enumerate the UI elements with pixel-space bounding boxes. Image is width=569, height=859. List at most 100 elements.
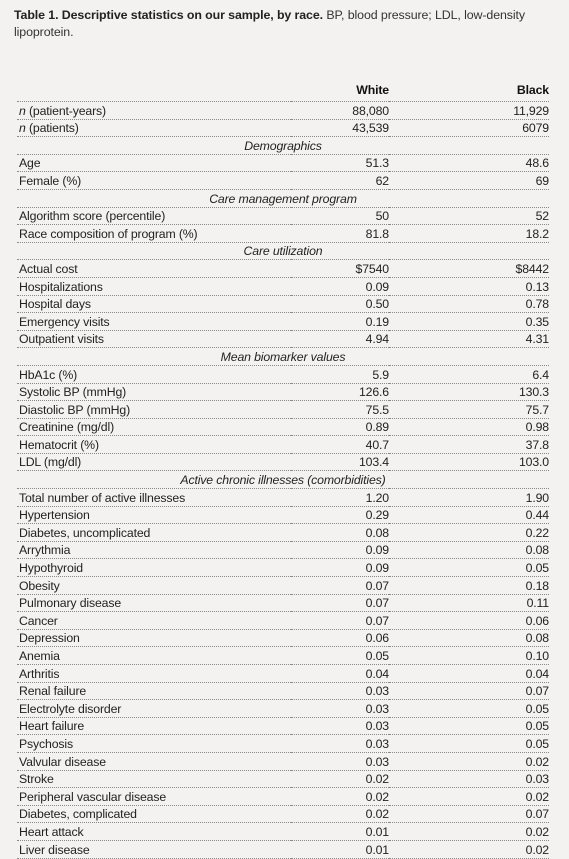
row-label: Hypertension bbox=[17, 506, 291, 525]
row-label-prefix: n bbox=[19, 103, 26, 118]
white-value: 0.03 bbox=[291, 682, 389, 701]
table-row: Peripheral vascular disease 0.02 0.02 bbox=[17, 787, 549, 806]
table-row: Heart failure 0.03 0.05 bbox=[17, 717, 549, 736]
row-label: Diabetes, complicated bbox=[17, 805, 291, 824]
black-value: 0.02 bbox=[389, 822, 549, 841]
table-row: Diastolic BP (mmHg) 75.5 75.7 bbox=[17, 400, 549, 419]
table-row: Race composition of program (%) 81.8 18.2 bbox=[17, 224, 549, 243]
row-label: Hospital days bbox=[17, 295, 291, 314]
section-title: Care utilization bbox=[17, 242, 549, 261]
black-value: 18.2 bbox=[389, 224, 549, 243]
table-row: Electrolyte disorder 0.03 0.05 bbox=[17, 699, 549, 718]
header-row: White Black bbox=[17, 78, 549, 102]
white-value: 0.03 bbox=[291, 699, 389, 718]
row-label: Actual cost bbox=[17, 259, 291, 278]
row-label: Race composition of program (%) bbox=[17, 224, 291, 243]
white-value: 0.07 bbox=[291, 576, 389, 595]
table-row: Diabetes, uncomplicated 0.08 0.22 bbox=[17, 523, 549, 542]
row-label: Cancer bbox=[17, 611, 291, 630]
black-value: 0.02 bbox=[389, 840, 549, 859]
black-value: 75.7 bbox=[389, 400, 549, 419]
table-row: Stroke 0.02 0.03 bbox=[17, 770, 549, 789]
white-value: 0.02 bbox=[291, 787, 389, 806]
row-label: LDL (mg/dl) bbox=[17, 453, 291, 472]
white-value: 0.29 bbox=[291, 506, 389, 525]
white-value: 0.01 bbox=[291, 840, 389, 859]
black-value: 69 bbox=[389, 171, 549, 190]
black-value: 0.05 bbox=[389, 734, 549, 753]
white-value: 0.03 bbox=[291, 717, 389, 736]
white-value: 0.03 bbox=[291, 734, 389, 753]
table-row: Arrythmia 0.09 0.08 bbox=[17, 541, 549, 560]
row-label: Renal failure bbox=[17, 682, 291, 701]
table-header: White Black bbox=[17, 78, 549, 102]
section-title: Demographics bbox=[17, 136, 549, 155]
white-value: 75.5 bbox=[291, 400, 389, 419]
row-label: Arthritis bbox=[17, 664, 291, 683]
white-value: 0.50 bbox=[291, 295, 389, 314]
row-label-text: (patient-years) bbox=[25, 103, 106, 118]
row-label: Pulmonary disease bbox=[17, 594, 291, 613]
row-label: Hematocrit (%) bbox=[17, 435, 291, 454]
row-label: Stroke bbox=[17, 770, 291, 789]
black-value: 0.04 bbox=[389, 664, 549, 683]
table-row: Total number of active illnesses 1.20 1.90 bbox=[17, 488, 549, 507]
row-label: Age bbox=[17, 154, 291, 173]
row-label: Heart failure bbox=[17, 717, 291, 736]
row-label: Algorithm score (percentile) bbox=[17, 207, 291, 226]
row-label-text: (patients) bbox=[25, 121, 79, 136]
section-header-row: Care management program bbox=[17, 189, 549, 208]
row-label: Anemia bbox=[17, 646, 291, 665]
row-label: Valvular disease bbox=[17, 752, 291, 771]
white-value: 40.7 bbox=[291, 435, 389, 454]
white-value: 0.02 bbox=[291, 805, 389, 824]
header-white: White bbox=[291, 78, 389, 102]
table-row: Hypothyroid 0.09 0.05 bbox=[17, 558, 549, 578]
caption-title: Table 1. Descriptive statistics on our s… bbox=[14, 8, 323, 22]
table-row: Female (%) 62 69 bbox=[17, 171, 549, 190]
black-value: 4.31 bbox=[389, 330, 549, 349]
white-value: 0.89 bbox=[291, 418, 389, 437]
black-value: 0.06 bbox=[389, 611, 549, 630]
row-label: Diastolic BP (mmHg) bbox=[17, 400, 291, 419]
white-value: 0.04 bbox=[291, 664, 389, 683]
white-value: 0.01 bbox=[291, 822, 389, 841]
white-value: 81.8 bbox=[291, 224, 389, 243]
black-value: 48.6 bbox=[389, 154, 549, 173]
row-label: Psychosis bbox=[17, 734, 291, 753]
black-value: 0.98 bbox=[389, 418, 549, 437]
header-black: Black bbox=[389, 78, 549, 102]
black-value: 0.07 bbox=[389, 682, 549, 701]
black-value: 0.10 bbox=[389, 646, 549, 665]
black-value: 0.11 bbox=[389, 594, 549, 613]
table-row: Renal failure 0.03 0.07 bbox=[17, 682, 549, 701]
row-label: Systolic BP (mmHg) bbox=[17, 383, 291, 402]
black-value: 0.22 bbox=[389, 523, 549, 542]
white-value: 4.94 bbox=[291, 330, 389, 349]
row-label: Creatinine (mg/dl) bbox=[17, 418, 291, 437]
table-row: Anemia 0.05 0.10 bbox=[17, 646, 549, 665]
white-value: 62 bbox=[291, 171, 389, 190]
black-value: 103.0 bbox=[389, 453, 549, 472]
white-value: 0.02 bbox=[291, 770, 389, 789]
white-value: 50 bbox=[291, 207, 389, 226]
white-value: 0.19 bbox=[291, 312, 389, 331]
black-value: 11,929 bbox=[389, 101, 549, 120]
table-row: Valvular disease 0.03 0.02 bbox=[17, 752, 549, 771]
section-title: Mean biomarker values bbox=[17, 347, 549, 366]
row-label: Electrolyte disorder bbox=[17, 699, 291, 718]
black-value: 0.35 bbox=[389, 312, 549, 331]
black-value: 6.4 bbox=[389, 365, 549, 384]
black-value: 0.02 bbox=[389, 787, 549, 806]
table-row: Hospital days 0.50 0.78 bbox=[17, 295, 549, 314]
row-label: Emergency visits bbox=[17, 312, 291, 331]
black-value: 0.05 bbox=[389, 699, 549, 718]
section-header-row: Demographics bbox=[17, 136, 549, 155]
white-value: 0.05 bbox=[291, 646, 389, 665]
white-value: 1.20 bbox=[291, 488, 389, 507]
table-row: Outpatient visits 4.94 4.31 bbox=[17, 330, 549, 349]
row-label: n (patient-years) bbox=[17, 101, 291, 120]
row-label: Outpatient visits bbox=[17, 330, 291, 349]
black-value: 0.08 bbox=[389, 541, 549, 560]
black-value: 0.13 bbox=[389, 277, 549, 296]
